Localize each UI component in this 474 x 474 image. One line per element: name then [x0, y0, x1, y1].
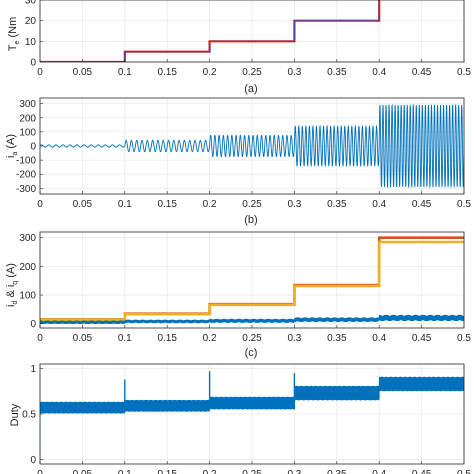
dq-currents-y-axis-label: id & iq (A) [5, 263, 19, 307]
dq-currents-x-tick-label: 0.5 [457, 333, 471, 344]
torque-panel: 0 0.05 0.1 0.15 0.2 0.25 0.3 0.35 0.4 0.45 0.5 0 10… [7, 0, 471, 95]
dq-currents-x-tick-label: 0.3 [287, 333, 301, 344]
dq-currents-x-tick-label: 0.45 [412, 333, 432, 344]
phase-current-y-tick-label: 100 [19, 127, 36, 138]
duty-x-tick-label: 0.45 [412, 469, 432, 474]
caption-b: (b) [244, 214, 257, 226]
torque-plot-area [40, 0, 381, 62]
duty-x-tick-label: 0.4 [372, 469, 386, 474]
dq-currents-plot-area [40, 236, 464, 325]
torque-x-tick-label: 0.05 [73, 67, 93, 78]
torque-grid [39, 0, 465, 63]
phase-current-y-tick-label: -300 [16, 184, 36, 195]
torque-y-tick-label: 10 [25, 37, 37, 48]
dq-currents-y-tick-label: 0 [30, 319, 36, 330]
phase-current-x-tick-label: 0 [37, 199, 43, 210]
torque-x-tick-label: 0.1 [118, 67, 132, 78]
phase-current-x-tick-label: 0.05 [73, 199, 93, 210]
phase-current-y-tick-label: 200 [19, 113, 36, 124]
dq-currents-grid [39, 232, 465, 328]
torque-y-tick-label: 20 [25, 16, 37, 27]
dq-currents-x-tick-label: 0.05 [73, 333, 93, 344]
phase-current-y-ticks: 300 200 100 0 -100 -200 -300 [16, 99, 43, 195]
torque-x-tick-label: 0.25 [242, 67, 262, 78]
torque-y-tick-label: 30 [25, 0, 37, 7]
phase-current-x-tick-label: 0.3 [287, 199, 301, 210]
duty-grid [39, 364, 465, 464]
dq-currents-series-line [40, 240, 464, 321]
phase-current-x-tick-label: 0.45 [412, 199, 432, 210]
torque-x-tick-label: 0.45 [412, 67, 432, 78]
dq-currents-y-ticks: 0 100 200 300 [19, 233, 43, 330]
phase-current-x-tick-label: 0.2 [203, 199, 217, 210]
phase-current-x-ticks: 0 0.05 0.1 0.15 0.2 0.25 0.3 0.35 0.4 0.45 0.5 [37, 191, 471, 210]
duty-x-tick-label: 0.15 [157, 469, 177, 474]
duty-x-tick-label: 0.05 [73, 469, 93, 474]
dq-currents-y-tick-label: 100 [19, 291, 36, 302]
dq-currents-x-tick-label: 0.1 [118, 333, 132, 344]
phase-current-x-tick-label: 0.25 [242, 199, 262, 210]
duty-y-tick-label: 0 [30, 455, 36, 466]
dq-currents-y-tick-label: 200 [19, 262, 36, 273]
duty-y-tick-label: 1 [30, 364, 36, 375]
dq-currents-y-tick-label: 300 [19, 233, 36, 244]
phase-current-series-line [40, 103, 464, 189]
dq-currents-x-tick-label: 0.2 [203, 333, 217, 344]
torque-x-tick-label: 0.15 [157, 67, 177, 78]
phase-current-y-tick-label: 300 [19, 99, 36, 110]
duty-x-tick-label: 0 [37, 469, 43, 474]
torque-y-axis-label: Te (Nm [7, 17, 21, 51]
duty-x-tick-label: 0.1 [118, 469, 132, 474]
dq-currents-x-tick-label: 0.15 [157, 333, 177, 344]
phase-current-panel: 0 0.05 0.1 0.15 0.2 0.25 0.3 0.35 0.4 0.45 0.5 300… [5, 97, 471, 226]
phase-current-y-tick-label: 0 [30, 142, 36, 153]
dq-currents-x-tick-label: 0.25 [242, 333, 262, 344]
duty-panel: 00.050.10.150.20.250.30.350.40.450.5 00.… [9, 363, 471, 474]
phase-current-x-tick-label: 0.5 [457, 199, 471, 210]
phase-current-x-tick-label: 0.1 [118, 199, 132, 210]
torque-x-tick-label: 0.2 [203, 67, 217, 78]
duty-plot-area [40, 371, 464, 460]
duty-y-tick-label: 0.5 [22, 410, 36, 421]
caption-c: (c) [245, 347, 258, 359]
dq-currents-iq-band [40, 314, 464, 325]
torque-y-ticks: 0 10 20 30 [25, 0, 43, 69]
torque-x-tick-label: 0.35 [327, 67, 347, 78]
torque-series-line [40, 0, 380, 62]
phase-current-x-tick-label: 0.4 [372, 199, 386, 210]
dq-currents-panel: 0 0.05 0.1 0.15 0.2 0.25 0.3 0.35 0.4 0.45 0.5 0 10… [5, 231, 471, 359]
duty-x-tick-label: 0.2 [203, 469, 217, 474]
dq-currents-x-tick-label: 0.4 [372, 333, 386, 344]
duty-y-axis-label: Duty [9, 403, 21, 426]
torque-x-tick-label: 0 [37, 67, 43, 78]
duty-x-tick-label: 0.5 [457, 469, 471, 474]
dq-currents-x-tick-label: 0 [37, 333, 43, 344]
duty-x-ticks: 0 0.05 0.1 0.15 0.2 0.25 0.3 0.35 0.4 0.45 0.5 [37, 461, 471, 474]
duty-x-tick-label: 0.25 [242, 469, 262, 474]
duty-series-line [40, 376, 464, 460]
dq-currents-x-ticks: 0 0.05 0.1 0.15 0.2 0.25 0.3 0.35 0.4 0.45 0.5 [37, 325, 471, 344]
phase-current-y-tick-label: -100 [16, 156, 36, 167]
torque-x-tick-label: 0.4 [372, 67, 386, 78]
duty-x-tick-label: 0.3 [287, 469, 301, 474]
duty-y-ticks: 00.51 [22, 364, 43, 466]
torque-x-ticks: 0 0.05 0.1 0.15 0.2 0.25 0.3 0.35 0.4 0.45 0.5 [37, 59, 471, 78]
duty-x-tick-label: 0.35 [327, 469, 347, 474]
phase-current-y-axis-label: ia (A) [5, 134, 19, 158]
phase-current-y-tick-label: -200 [16, 170, 36, 181]
torque-y-tick-label: 0 [30, 58, 36, 69]
torque-x-tick-label: 0.3 [287, 67, 301, 78]
phase-current-x-tick-label: 0.35 [327, 199, 347, 210]
phase-current-plot-area [40, 103, 464, 189]
phase-current-x-tick-label: 0.15 [157, 199, 177, 210]
torque-x-tick-label: 0.5 [457, 67, 471, 78]
dq-currents-x-tick-label: 0.35 [327, 333, 347, 344]
caption-a: (a) [244, 83, 257, 95]
